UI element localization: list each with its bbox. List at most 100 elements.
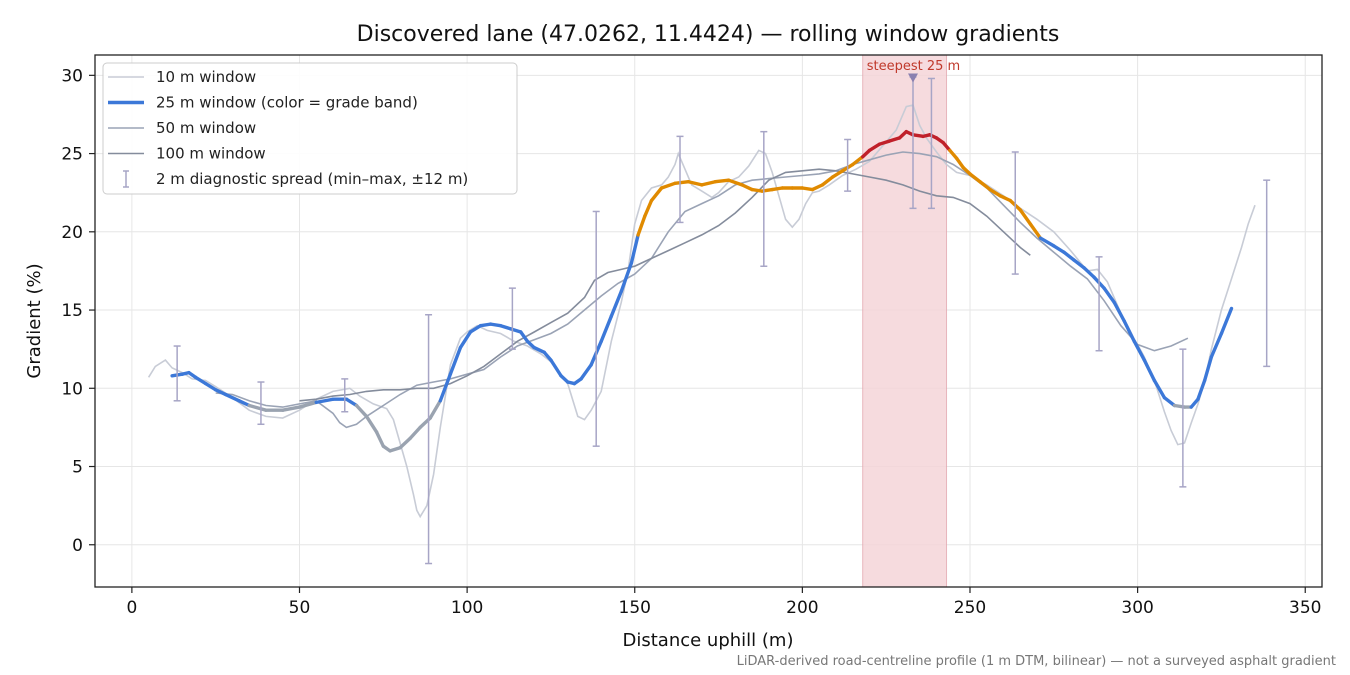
- errorbar: [173, 345, 181, 402]
- errorbar: [1095, 256, 1103, 352]
- series-25m-segment: [941, 140, 952, 153]
- series-25m-segment: [887, 136, 902, 143]
- y-tick-label: 30: [61, 66, 83, 86]
- series-25m-segment: [364, 414, 379, 434]
- series-25m-segment: [810, 183, 825, 192]
- series-25m-segment: [388, 446, 402, 453]
- series-25m-segment: [713, 178, 731, 184]
- errorbar-layer: [173, 76, 1271, 565]
- series-25m-segment: [224, 392, 241, 403]
- errorbar: [927, 77, 935, 210]
- series-25m-segment: [609, 289, 624, 319]
- x-tick-label: 350: [1289, 598, 1321, 618]
- series-25m-segment: [1102, 286, 1116, 304]
- series-layer: [147, 104, 1256, 519]
- series-25m-segment: [247, 403, 268, 412]
- series-25m-segment: [968, 172, 982, 184]
- series-25m-segment: [193, 375, 208, 386]
- series-25m-segment: [1142, 358, 1157, 383]
- series-25m-segment: [203, 381, 218, 392]
- svg-text:2 m diagnostic spread (min–max: 2 m diagnostic spread (min–max, ±12 m): [156, 170, 468, 188]
- series-25m-segment: [374, 430, 386, 448]
- series-25m-segment: [281, 405, 302, 412]
- series-25m-segment: [519, 330, 530, 344]
- series-25m-segment: [629, 233, 640, 265]
- series-25m-segment: [458, 330, 473, 350]
- series-25m-segment: [686, 180, 704, 187]
- x-tick-label: 50: [289, 598, 311, 618]
- series-25m-segment: [542, 350, 553, 362]
- errorbar: [257, 381, 265, 426]
- series-25m-segment: [649, 186, 664, 203]
- series-25m-segment: [1018, 208, 1033, 226]
- y-tick-label: 15: [61, 301, 83, 321]
- series-25m-segment: [398, 436, 412, 450]
- series-25m-segment: [297, 400, 318, 409]
- series-25m-segment: [867, 142, 882, 153]
- errorbar: [1011, 151, 1019, 275]
- legend-box: [102, 62, 518, 195]
- series-25m-segment: [468, 323, 483, 334]
- chart-title: Discovered lane (47.0262, 11.4424) — rol…: [357, 22, 1060, 47]
- series-25m-segment: [948, 148, 959, 160]
- series-25m-segment: [1062, 250, 1076, 262]
- series-25m-segment: [532, 345, 546, 354]
- series-25m-segment: [213, 388, 228, 397]
- series-10m-window: [147, 104, 1256, 519]
- y-tick-label: 0: [72, 536, 83, 556]
- series-25m-segment: [1202, 355, 1214, 383]
- series-25m-segment: [1189, 397, 1200, 409]
- y-tick-label: 10: [61, 379, 83, 399]
- series-25m-segment: [978, 180, 992, 192]
- annotation-layer: steepest 25 m: [867, 59, 960, 83]
- y-tick-label: 20: [61, 223, 83, 243]
- errorbar: [508, 287, 516, 350]
- series-25m-segment: [579, 363, 593, 381]
- svg-text:100 m window: 100 m window: [156, 145, 266, 163]
- series-50m-window: [215, 151, 1189, 429]
- series-25m-segment: [1072, 258, 1086, 270]
- svg-text:50 m window: 50 m window: [156, 119, 256, 137]
- x-tick-label: 300: [1121, 598, 1153, 618]
- svg-text:10 m window: 10 m window: [156, 68, 256, 86]
- errorbar: [341, 378, 349, 413]
- series-100m-window: [299, 168, 1031, 402]
- errorbar: [676, 135, 684, 224]
- series-25m-segment: [498, 323, 513, 331]
- series-25m-segment: [549, 358, 563, 378]
- series-25m-segment: [673, 180, 691, 186]
- series-25m-segment: [408, 425, 422, 441]
- series-25m-segment: [1196, 378, 1207, 401]
- series-25m-segment: [344, 397, 359, 408]
- errorbar: [844, 138, 852, 192]
- series-25m-segment: [448, 345, 463, 376]
- y-tick-label: 25: [61, 145, 83, 165]
- series-25m-segment: [599, 314, 613, 344]
- footnote: LiDAR-derived road-centreline profile (1…: [737, 654, 1336, 669]
- svg-text:25 m window (color = grade ban: 25 m window (color = grade band): [156, 94, 418, 112]
- series-25m-segment: [988, 187, 1002, 198]
- x-tick-label: 100: [451, 598, 483, 618]
- series-25m-segment: [726, 178, 744, 187]
- series-25m-segment: [438, 372, 453, 403]
- series-25m-segment: [1112, 300, 1126, 323]
- series-25m-segment: [659, 181, 677, 190]
- legend: 10 m window 25 m window (color = grade ba…: [102, 62, 518, 195]
- legend-entry: 2 m diagnostic spread (min–max, ±12 m): [123, 170, 468, 188]
- series-25m-segment: [643, 198, 654, 218]
- series-25m-segment: [1219, 306, 1234, 336]
- series-25m-segment: [877, 139, 892, 146]
- errorbar: [760, 130, 768, 267]
- series-25m-segment: [1028, 222, 1043, 240]
- errorbar: [1263, 179, 1271, 368]
- x-tick-label: 250: [954, 598, 986, 618]
- series-25m-segment: [700, 180, 717, 187]
- legend-entry: 100 m window: [108, 145, 266, 163]
- x-tick-label: 150: [619, 598, 651, 618]
- series-25m-segment: [830, 169, 845, 179]
- series-25m-segment: [1209, 331, 1224, 359]
- series-25m-segment: [1162, 395, 1177, 408]
- series-25m-segment: [1132, 339, 1147, 362]
- x-tick-label: 0: [126, 598, 137, 618]
